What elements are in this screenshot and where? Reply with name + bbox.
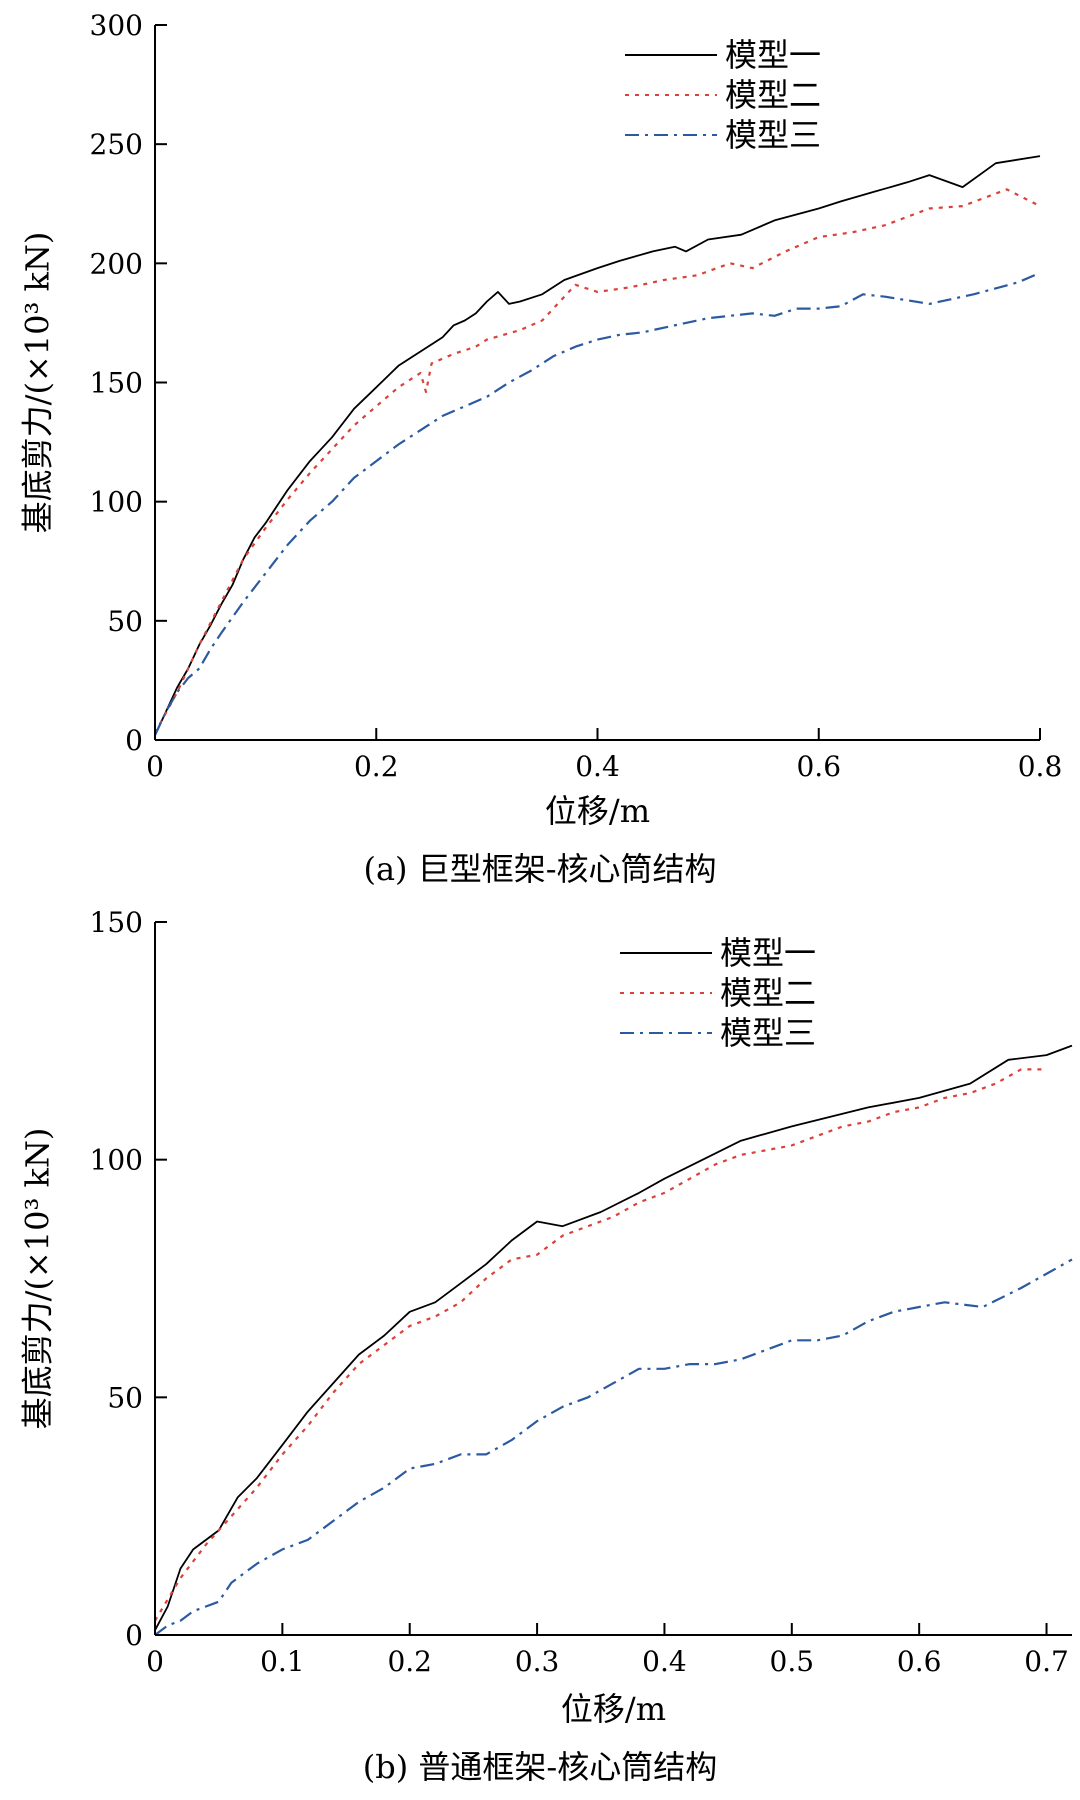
- panel-b-x-tick-label: 0: [146, 1645, 164, 1678]
- panel-a-y-tick-label: 0: [125, 724, 143, 757]
- panel-a-caption: (a) 巨型框架-核心筒结构: [363, 850, 716, 888]
- panel-b-x-tick-label: 0.2: [387, 1645, 432, 1678]
- panel-b-x-tick-label: 0.4: [642, 1645, 687, 1678]
- panel-b-axes: [154, 922, 1072, 1636]
- panel-b-series-line-1: [154, 1044, 1073, 1631]
- panel-a-y-tick-label: 50: [107, 605, 143, 638]
- panel-b-x-tick-label: 0.5: [770, 1645, 815, 1678]
- panel-b-ticks: 0 50 100 150 0 0.1 0.2 0.3 0.4 0.5 0.6 0.7: [90, 906, 1069, 1678]
- panel-a: 0 50 100 150 200 250 300 0 0.2 0.4 0.6 0.8 位移/m 基底剪…: [19, 9, 1063, 888]
- panel-a-y-tick-label: 150: [90, 367, 143, 400]
- panel-b-y-axis-title: 基底剪力/(×10³ kN): [19, 1128, 57, 1430]
- panel-a-x-tick-label: 0.6: [796, 750, 841, 783]
- panel-a-y-tick-label: 250: [90, 128, 143, 161]
- panel-b-y-tick-label: 100: [90, 1144, 143, 1177]
- panel-a-y-tick-label: 200: [90, 247, 143, 280]
- panel-b-series-line-2: [154, 1068, 1047, 1622]
- panel-b-x-tick-label: 0.7: [1024, 1645, 1069, 1678]
- panel-a-y-axis-title: 基底剪力/(×10³ kN): [19, 232, 57, 534]
- panel-a-x-tick-label: 0.4: [575, 750, 620, 783]
- panel-a-legend-label-2: 模型二: [725, 76, 821, 114]
- panel-b-series-line-3: [154, 1258, 1073, 1636]
- panel-a-x-tick-label: 0: [146, 750, 164, 783]
- panel-a-y-tick-label: 300: [90, 9, 143, 42]
- panel-b-x-tick-label: 0.6: [897, 1645, 942, 1678]
- panel-b-x-tick-label: 0.1: [260, 1645, 305, 1678]
- panel-a-ticks: 0 50 100 150 200 250 300 0 0.2 0.4 0.6 0.8: [90, 9, 1063, 783]
- panel-a-x-tick-label: 0.2: [354, 750, 399, 783]
- panel-a-legend-label-3: 模型三: [725, 116, 821, 154]
- panel-a-axes: [154, 25, 1040, 741]
- panel-b-series: [154, 1044, 1073, 1636]
- panel-a-x-tick-label: 0.8: [1018, 750, 1063, 783]
- panel-a-series-line-2: [154, 188, 1041, 734]
- panel-b-x-tick-label: 0.3: [515, 1645, 560, 1678]
- panel-a-legend-label-1: 模型一: [725, 36, 821, 74]
- panel-a-y-tick-label: 100: [90, 486, 143, 519]
- panel-b-legend-label-2: 模型二: [720, 974, 816, 1012]
- panel-b-legend-label-3: 模型三: [720, 1014, 816, 1052]
- panel-b-caption: (b) 普通框架-核心筒结构: [363, 1748, 717, 1786]
- panel-b-legend-label-1: 模型一: [720, 934, 816, 972]
- panel-a-series: [154, 155, 1041, 736]
- panel-a-series-line-3: [154, 271, 1041, 736]
- panel-a-x-axis-title: 位移/m: [545, 792, 650, 830]
- panel-a-series-line-1: [154, 155, 1041, 736]
- panel-b-x-axis-title: 位移/m: [561, 1690, 666, 1728]
- panel-b-y-tick-label: 50: [107, 1381, 143, 1414]
- panel-b-y-tick-label: 0: [125, 1619, 143, 1652]
- panel-b: 0 50 100 150 0 0.1 0.2 0.3 0.4 0.5 0.6 0.7 位移/m 基底剪…: [19, 906, 1073, 1786]
- panel-b-y-tick-label: 150: [90, 906, 143, 939]
